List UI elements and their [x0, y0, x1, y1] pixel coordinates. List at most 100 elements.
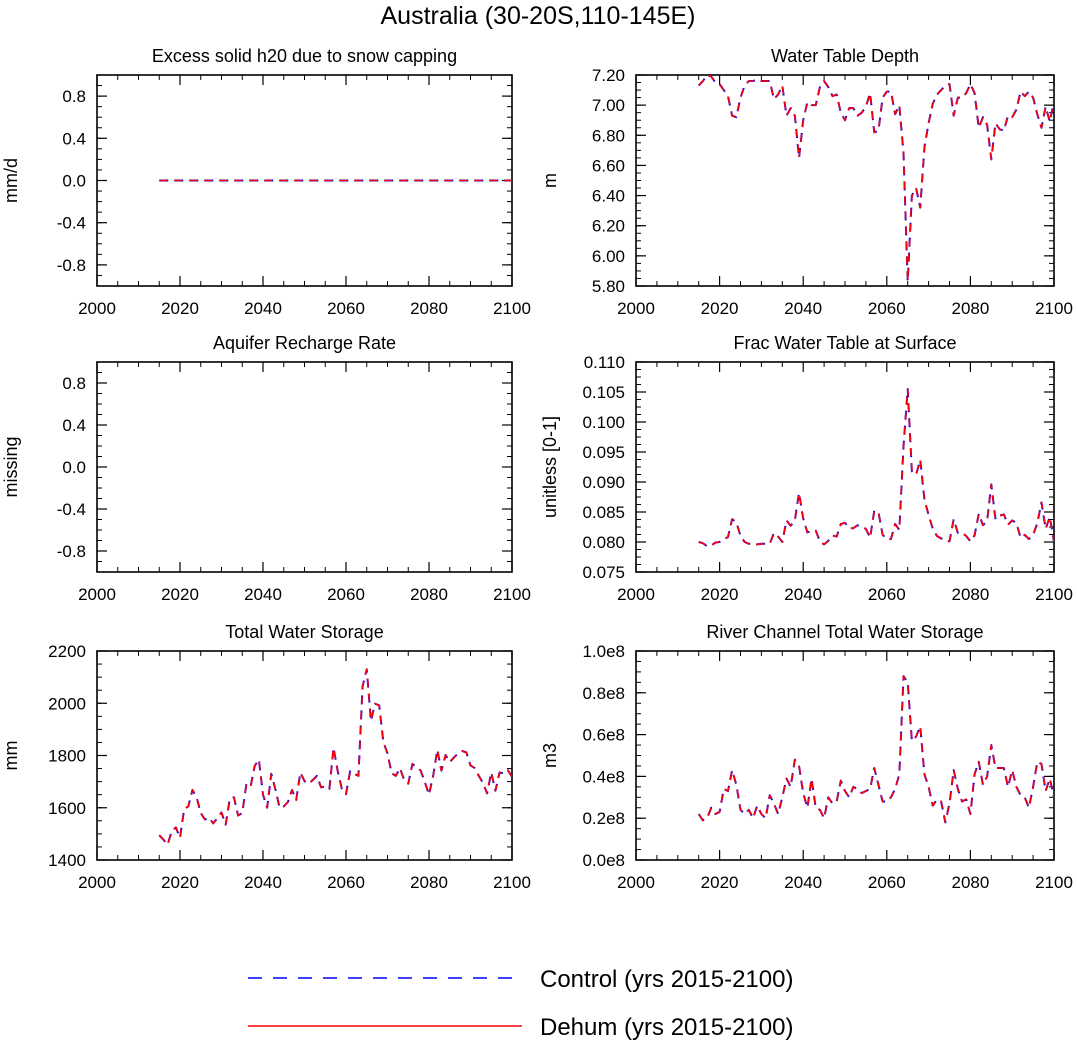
y-tick-label: 6.60	[592, 156, 625, 175]
y-tick-label: -0.4	[57, 500, 86, 519]
x-tick-label: 2060	[868, 585, 906, 604]
y-tick-label: 0.0	[62, 172, 86, 191]
legend-label-dehum: Dehum (yrs 2015-2100)	[540, 1014, 793, 1041]
plot-frame	[96, 650, 513, 861]
y-tick-label: 0.8	[62, 87, 86, 106]
x-tick-label: 2040	[784, 299, 822, 318]
x-tick-label: 2080	[951, 585, 989, 604]
y-tick-label: 6.20	[592, 217, 625, 236]
y-tick-label: 0.095	[582, 443, 625, 462]
x-tick-label: 2020	[701, 299, 739, 318]
y-tick-label: 1600	[48, 799, 86, 818]
y-tick-label: 6.80	[592, 126, 625, 145]
x-tick-label: 2040	[784, 585, 822, 604]
chart-title: Frac Water Table at Surface	[733, 333, 956, 353]
y-tick-label: 7.20	[592, 66, 625, 85]
x-tick-label: 2040	[244, 873, 282, 892]
series-line-control	[697, 75, 1054, 283]
x-tick-label: 2020	[701, 873, 739, 892]
x-tick-label: 2100	[493, 299, 531, 318]
y-axis-label: m3	[540, 743, 560, 768]
chart-title: Excess solid h20 due to snow capping	[152, 46, 457, 66]
x-tick-label: 2060	[327, 299, 365, 318]
y-tick-label: 0.4	[62, 416, 86, 435]
panels: Excess solid h20 due to snow capping mm/d…	[1, 46, 1073, 892]
plot-frame	[635, 361, 1055, 573]
y-tick-label: 6.00	[592, 247, 625, 266]
y-tick-label: 0.100	[582, 413, 625, 432]
x-tick-label: 2060	[327, 873, 365, 892]
x-tick-label: 2100	[1035, 299, 1073, 318]
x-tick-label: 2080	[951, 873, 989, 892]
y-tick-label: 0.080	[582, 533, 625, 552]
x-tick-label: 2100	[1035, 873, 1073, 892]
x-tick-label: 2020	[161, 585, 199, 604]
series-line-dehum	[698, 75, 1054, 283]
x-tick-label: 2060	[868, 299, 906, 318]
x-tick-label: 2040	[244, 585, 282, 604]
x-tick-label: 2040	[244, 299, 282, 318]
y-tick-label: 7.00	[592, 96, 625, 115]
y-tick-label: 0.4e8	[582, 767, 625, 786]
series-line-dehum	[158, 668, 512, 846]
chart-title: Aquifer Recharge Rate	[213, 333, 396, 353]
x-tick-label: 2020	[161, 873, 199, 892]
x-tick-label: 2000	[617, 299, 655, 318]
y-tick-label: 0.090	[582, 473, 625, 492]
y-tick-label: 0.8	[62, 374, 86, 393]
y-tick-label: -0.8	[57, 256, 86, 275]
y-tick-label: 6.40	[592, 187, 625, 206]
y-tick-label: 0.0	[62, 458, 86, 477]
series-line-dehum	[698, 388, 1054, 548]
y-axis-label: missing	[1, 436, 21, 497]
y-tick-label: 2000	[48, 694, 86, 713]
series-line-control	[697, 675, 1054, 824]
x-tick-label: 2080	[951, 299, 989, 318]
x-tick-label: 2040	[784, 873, 822, 892]
y-tick-label: 5.80	[592, 277, 625, 296]
series-line-control	[698, 388, 1054, 548]
legend-label-control: Control (yrs 2015-2100)	[540, 966, 793, 993]
chart-panel-1: Excess solid h20 due to snow capping mm/d…	[1, 46, 531, 318]
x-tick-label: 2000	[617, 585, 655, 604]
x-tick-label: 2080	[410, 299, 448, 318]
x-tick-label: 2080	[410, 873, 448, 892]
y-tick-label: 0.0e8	[582, 851, 625, 870]
x-tick-label: 2100	[493, 873, 531, 892]
plot-frame	[635, 650, 1055, 861]
legend: Control (yrs 2015-2100) Dehum (yrs 2015-…	[248, 966, 793, 1041]
plot-frame	[96, 361, 513, 573]
chart-panel-5: Total Water Storage mm 2000 2020 2040 2060 208…	[1, 622, 531, 892]
x-tick-label: 2060	[327, 585, 365, 604]
y-tick-label: 2200	[48, 642, 86, 661]
y-axis-label: mm	[1, 741, 21, 771]
x-tick-label: 2000	[617, 873, 655, 892]
figure-title: Australia (30-20S,110-145E)	[381, 2, 696, 30]
y-tick-label: 1400	[48, 851, 86, 870]
chart-title: River Channel Total Water Storage	[706, 622, 983, 642]
y-tick-label: 1800	[48, 747, 86, 766]
chart-title: Total Water Storage	[225, 622, 383, 642]
y-tick-label: 0.2e8	[582, 809, 625, 828]
chart-title: Water Table Depth	[771, 46, 919, 66]
x-tick-label: 2000	[78, 585, 116, 604]
chart-panel-4: Frac Water Table at Surface unitless [0-1…	[540, 333, 1073, 604]
x-tick-label: 2000	[78, 299, 116, 318]
y-tick-label: 0.105	[582, 383, 625, 402]
y-tick-label: 0.085	[582, 503, 625, 522]
y-axis-label: mm/d	[1, 158, 21, 203]
y-tick-label: 0.110	[584, 353, 625, 372]
chart-panel-6: River Channel Total Water Storage m3 2000 2…	[540, 622, 1073, 892]
plot-frame	[635, 74, 1055, 287]
y-tick-label: -0.8	[57, 542, 86, 561]
y-tick-label: 0.075	[582, 563, 625, 582]
chart-panel-3: Aquifer Recharge Rate missing 2000 2020 2040…	[1, 333, 531, 604]
x-tick-label: 2080	[410, 585, 448, 604]
x-tick-label: 2060	[868, 873, 906, 892]
y-tick-label: -0.4	[57, 214, 86, 233]
y-tick-label: 0.6e8	[582, 726, 625, 745]
y-axis-label: m	[540, 173, 560, 188]
series-line-dehum	[698, 675, 1054, 824]
y-axis-label: unitless [0-1]	[540, 416, 560, 518]
